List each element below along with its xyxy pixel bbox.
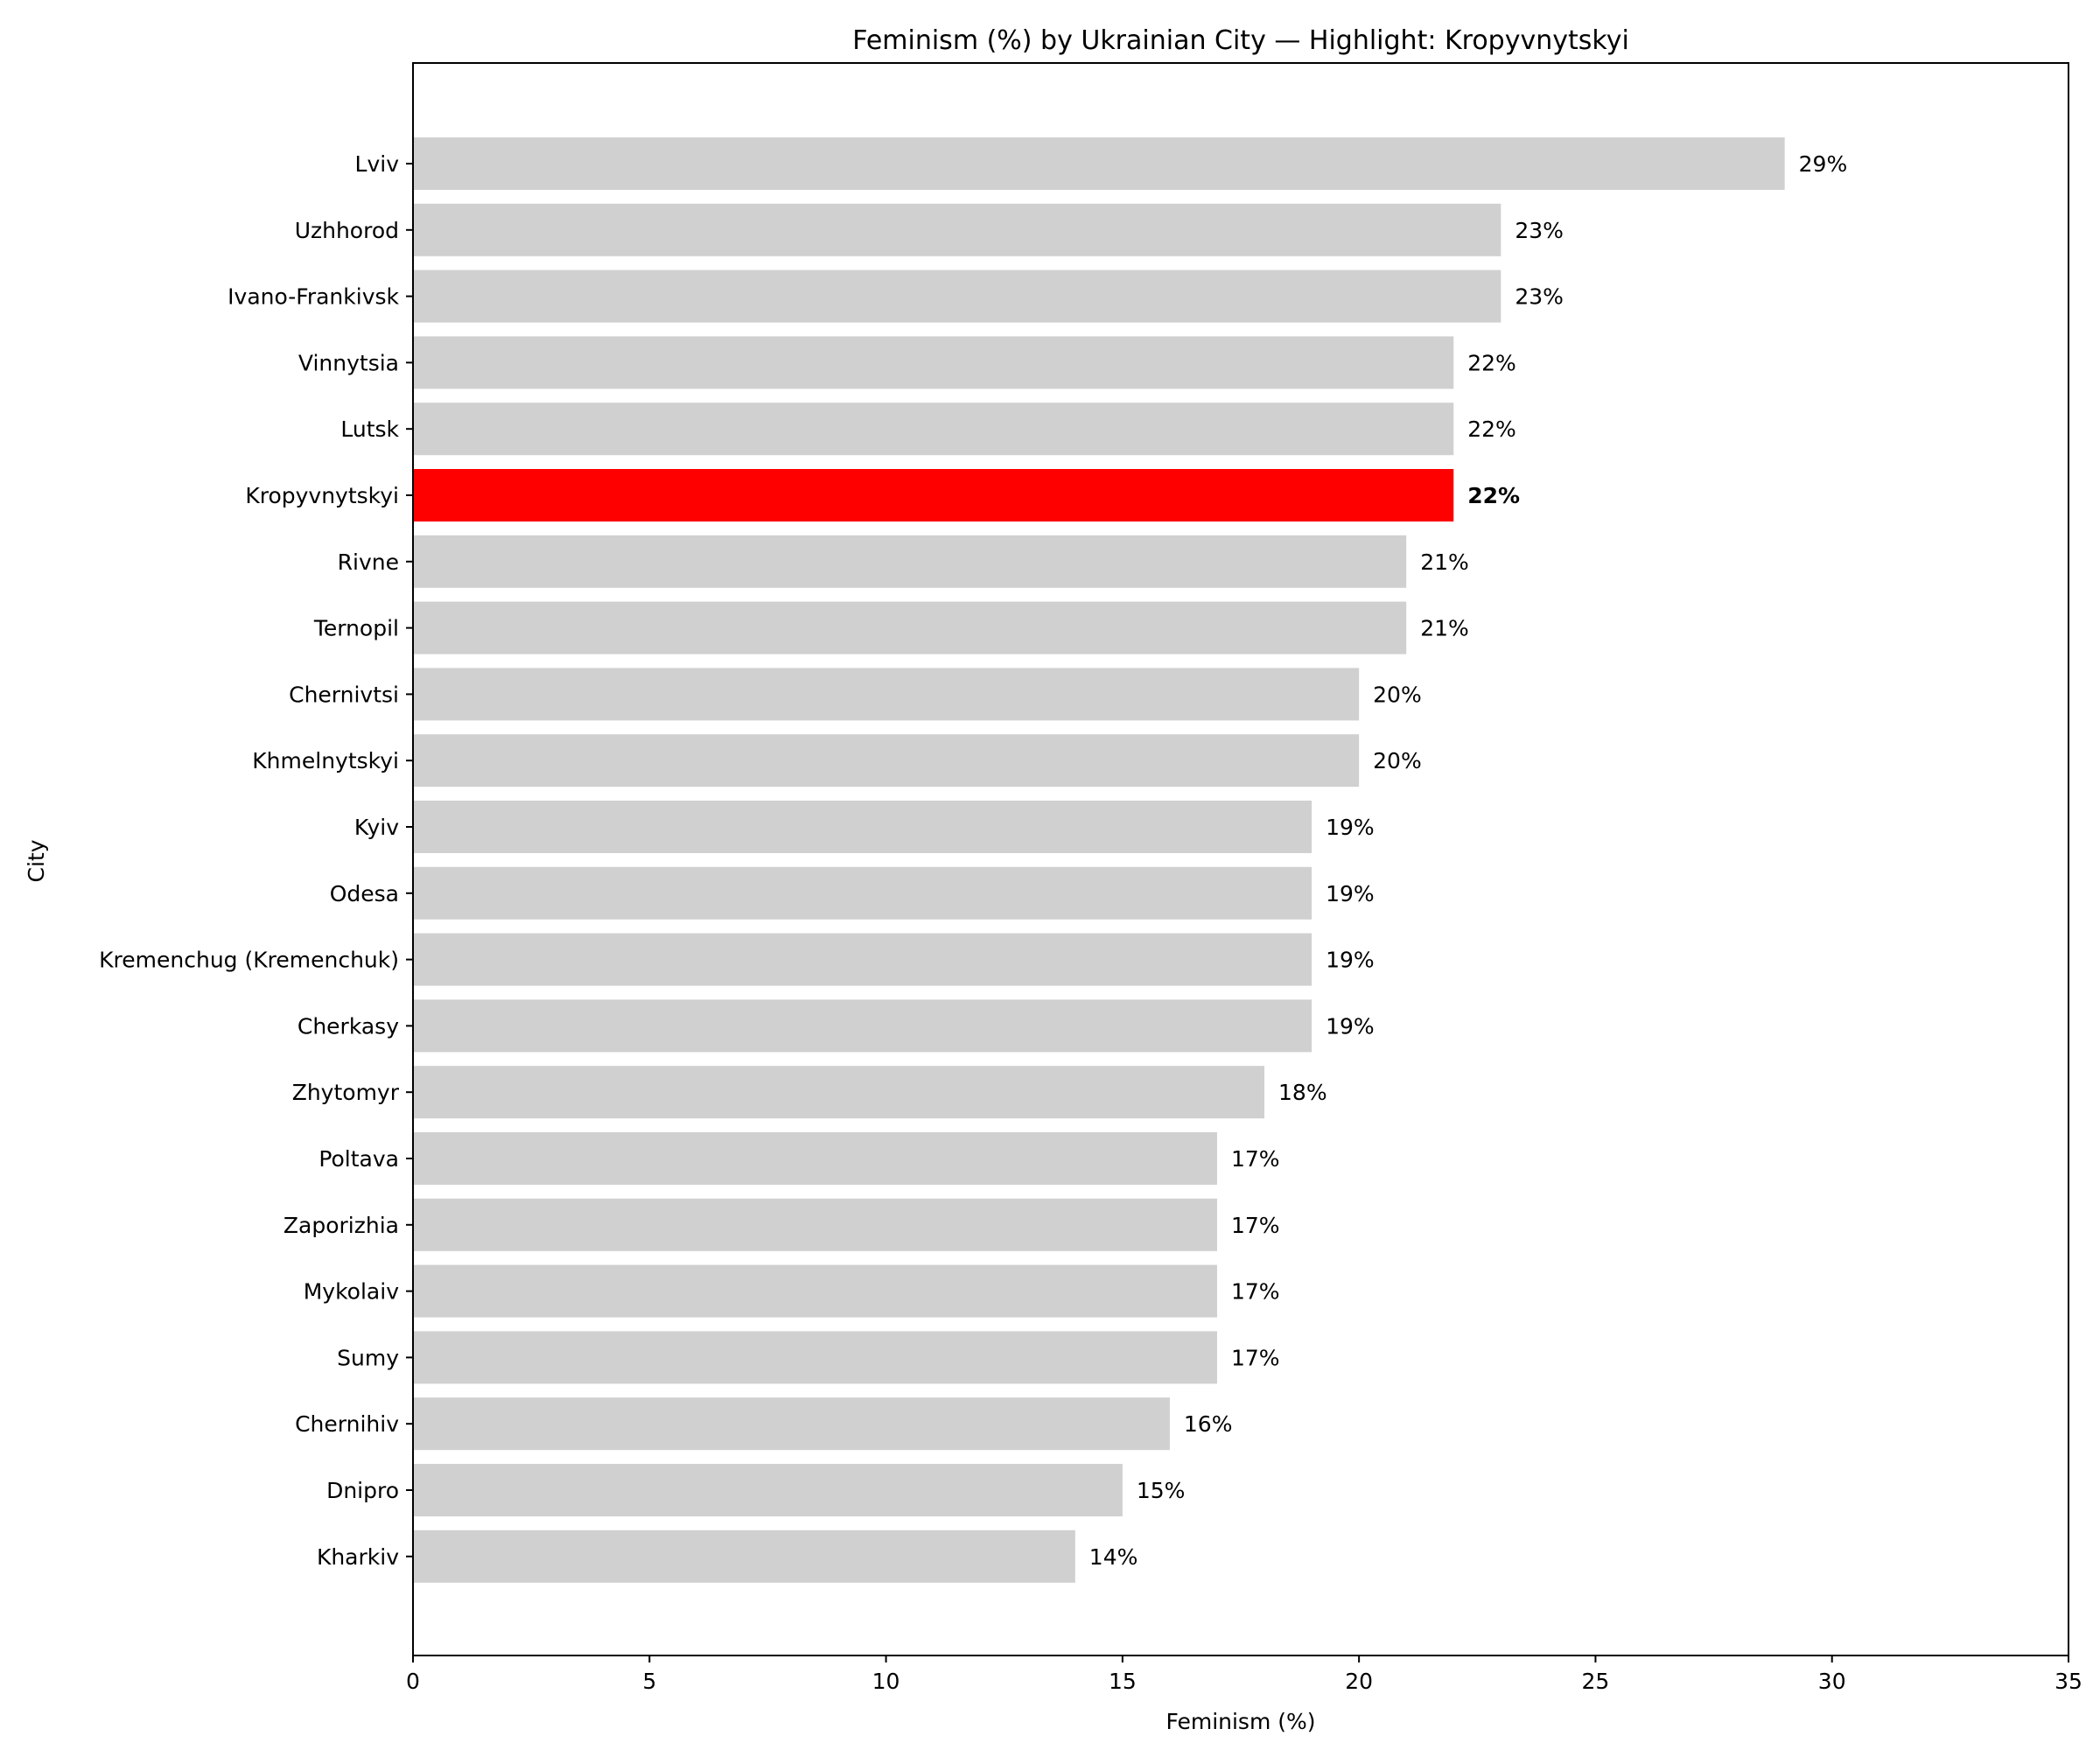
x-tick-label: 5 <box>642 1669 656 1694</box>
value-label: 19% <box>1326 948 1375 973</box>
x-tick-label: 20 <box>1345 1669 1373 1694</box>
value-labels-group: 29% 23% 23% 22% 22% 22% 21% 21% 20% 20% 19% 19% 19% 1… <box>1089 151 1847 1570</box>
x-axis-ticks: 0 5 10 15 20 25 30 35 <box>406 1656 2082 1694</box>
value-label: 17% <box>1231 1146 1280 1172</box>
y-tick-label: Chernihiv <box>295 1411 399 1437</box>
value-label: 17% <box>1231 1345 1280 1370</box>
y-tick-label: Chernivtsi <box>289 682 399 707</box>
bar-khmelnytskyi <box>413 734 1360 788</box>
bar-ivano-frankivsk <box>413 270 1502 323</box>
bar-zaporizhia <box>413 1198 1217 1251</box>
value-label: 29% <box>1799 151 1848 177</box>
bar-chernivtsi <box>413 668 1360 721</box>
x-axis-label: Feminism (%) <box>1166 1709 1315 1734</box>
y-tick-label: Uzhhorod <box>295 218 399 243</box>
x-tick-label: 10 <box>872 1669 900 1694</box>
value-label: 17% <box>1231 1279 1280 1305</box>
bar-kyiv <box>413 801 1312 853</box>
value-label: 17% <box>1231 1213 1280 1238</box>
bar-mykolaiv <box>413 1264 1217 1318</box>
bar-lviv <box>413 137 1785 190</box>
y-tick-label: Sumy <box>337 1345 399 1370</box>
bar-dnipro <box>413 1464 1123 1516</box>
y-tick-label: Odesa <box>330 881 399 906</box>
bar-odesa <box>413 866 1312 920</box>
value-label: 18% <box>1278 1080 1327 1105</box>
value-label: 21% <box>1420 616 1469 641</box>
bar-chernihiv <box>413 1397 1170 1451</box>
chart-title: Feminism (%) by Ukrainian City — Highlig… <box>852 25 1629 56</box>
x-tick-label: 15 <box>1109 1669 1137 1694</box>
value-label: 19% <box>1326 881 1375 906</box>
y-tick-label: Khmelnytskyi <box>252 748 399 774</box>
y-tick-label: Kropyvnytskyi <box>245 483 399 508</box>
y-axis-label: City <box>24 839 49 882</box>
y-tick-label: Vinnytsia <box>298 350 399 375</box>
y-tick-label: Rivne <box>338 550 399 575</box>
y-tick-label: Poltava <box>318 1146 399 1172</box>
y-tick-label: Dnipro <box>326 1478 399 1503</box>
x-tick-label: 25 <box>1582 1669 1610 1694</box>
bar-uzhhorod <box>413 203 1502 256</box>
value-label: 22% <box>1467 416 1516 442</box>
value-label: 19% <box>1326 815 1375 840</box>
value-label: 22% <box>1467 350 1516 375</box>
y-tick-label: Lviv <box>355 151 400 177</box>
bar-kropyvnytskyi <box>413 469 1454 522</box>
y-tick-label: Kyiv <box>354 815 399 840</box>
value-label: 21% <box>1420 550 1469 575</box>
value-label: 20% <box>1373 748 1422 774</box>
y-tick-label: Ternopil <box>313 616 399 641</box>
y-tick-label: Mykolaiv <box>304 1279 399 1305</box>
value-label: 23% <box>1515 218 1564 243</box>
bar-cherkasy <box>413 999 1312 1053</box>
value-label: 19% <box>1326 1013 1375 1039</box>
plot-frame <box>412 62 2069 1656</box>
x-tick-label: 35 <box>2054 1669 2082 1694</box>
value-label: 14% <box>1089 1544 1138 1570</box>
x-tick-label: 30 <box>1818 1669 1846 1694</box>
value-label: 22% <box>1467 483 1520 508</box>
value-label: 20% <box>1373 682 1422 707</box>
y-tick-label: Zhytomyr <box>292 1080 400 1105</box>
bar-sumy <box>413 1331 1217 1384</box>
value-label: 23% <box>1515 284 1564 310</box>
y-tick-label: Cherkasy <box>298 1013 399 1039</box>
value-label: 16% <box>1184 1411 1233 1437</box>
y-axis-ticks: Lviv Uzhhorod Ivano-Frankivsk Vinnytsia Luts… <box>99 151 413 1570</box>
y-tick-label: Kharkiv <box>317 1544 399 1570</box>
bar-ternopil <box>413 601 1407 654</box>
bar-rivne <box>413 535 1407 588</box>
bar-kharkiv <box>413 1530 1075 1583</box>
y-tick-label: Kremenchug (Kremenchuk) <box>99 948 399 973</box>
bar-zhytomyr <box>413 1066 1265 1119</box>
value-label: 15% <box>1137 1478 1186 1503</box>
bars-group <box>413 137 1785 1583</box>
bar-poltava <box>413 1132 1217 1185</box>
bar-vinnytsia <box>413 336 1454 389</box>
y-tick-label: Lutsk <box>340 416 399 442</box>
bar-lutsk <box>413 402 1454 456</box>
y-tick-label: Zaporizhia <box>284 1213 399 1238</box>
bar-kremenchug-kremenchuk <box>413 933 1312 986</box>
x-tick-label: 0 <box>406 1669 420 1694</box>
y-tick-label: Ivano-Frankivsk <box>228 284 399 310</box>
